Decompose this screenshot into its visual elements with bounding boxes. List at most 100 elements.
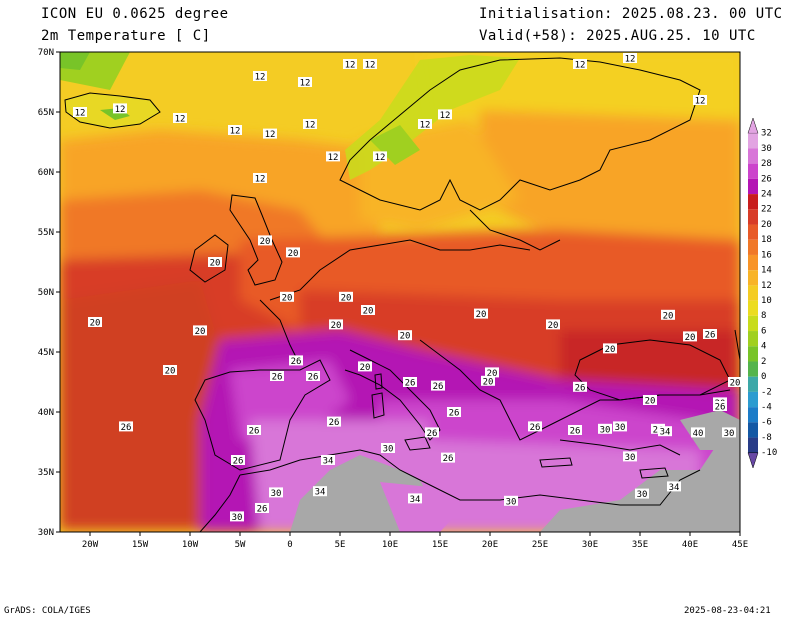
lat-tick-label: 30N xyxy=(38,528,54,538)
contour-label: 20 xyxy=(661,309,675,321)
svg-text:20: 20 xyxy=(645,397,656,407)
lon-tick-label: 15E xyxy=(432,540,448,550)
svg-text:12: 12 xyxy=(265,130,276,140)
svg-text:12: 12 xyxy=(305,121,316,131)
contour-label: 12 xyxy=(418,119,432,131)
contour-label: 12 xyxy=(263,128,277,140)
contour-label: 34 xyxy=(313,486,327,498)
contour-label: 20 xyxy=(361,305,375,317)
svg-text:26: 26 xyxy=(405,379,416,389)
contour-label: 26 xyxy=(568,425,582,437)
contour-label: 12 xyxy=(173,113,187,125)
colorbar-swatch xyxy=(748,437,758,453)
contour-label: 26 xyxy=(713,401,727,413)
colorbar-label: 10 xyxy=(761,296,772,306)
contour-label: 20 xyxy=(481,375,495,387)
lon-tick-label: 0 xyxy=(287,540,292,550)
colorbar-swatch xyxy=(748,391,758,408)
colorbar-label: 6 xyxy=(761,326,766,336)
contour-label: 20 xyxy=(683,331,697,343)
contour-label: 30 xyxy=(722,427,736,439)
svg-text:20: 20 xyxy=(341,293,352,303)
contour-label: 12 xyxy=(373,151,387,163)
valid-time: Valid(+58): 2025.AUG.25. 10 UTC xyxy=(479,28,756,44)
contour-label: 26 xyxy=(327,416,341,428)
svg-text:26: 26 xyxy=(308,373,319,383)
colorbar-label: 12 xyxy=(761,281,772,291)
contour-label: 30 xyxy=(598,423,612,435)
contour-label: 20 xyxy=(163,365,177,377)
lon-tick-label: 40E xyxy=(682,540,698,550)
svg-text:40: 40 xyxy=(693,429,704,439)
contour-label: 26 xyxy=(255,503,269,515)
lon-tick-label: 10W xyxy=(182,540,199,550)
svg-text:12: 12 xyxy=(255,73,266,83)
lon-tick-label: 5E xyxy=(335,540,346,550)
contour-label: 40 xyxy=(691,427,705,439)
contour-label: 26 xyxy=(270,371,284,383)
svg-text:12: 12 xyxy=(328,153,339,163)
colorbar-swatch xyxy=(748,285,758,301)
svg-text:12: 12 xyxy=(345,61,356,71)
colorbar-label: 20 xyxy=(761,220,772,230)
contour-label: 26 xyxy=(247,425,261,437)
svg-text:26: 26 xyxy=(530,423,541,433)
colorbar-label: 26 xyxy=(761,174,772,184)
contour-label: 20 xyxy=(286,247,300,259)
contour-label: 30 xyxy=(504,495,518,507)
contour-label: 34 xyxy=(658,426,672,438)
contour-label: 20 xyxy=(728,377,742,389)
colorbar-label: -4 xyxy=(761,403,772,413)
contour-label: 12 xyxy=(298,77,312,89)
contour-label: 12 xyxy=(343,59,357,71)
svg-text:12: 12 xyxy=(115,105,126,115)
colorbar-swatch xyxy=(748,346,758,362)
svg-text:26: 26 xyxy=(121,423,132,433)
colorbar-swatch xyxy=(748,163,758,179)
contour-label: 20 xyxy=(208,257,222,269)
contour-label: 26 xyxy=(289,355,303,367)
svg-text:30: 30 xyxy=(506,497,517,507)
svg-text:20: 20 xyxy=(360,363,371,373)
contour-label: 30 xyxy=(635,488,649,500)
contour-label: 12 xyxy=(363,59,377,71)
svg-text:26: 26 xyxy=(449,409,460,419)
temperature-field xyxy=(60,52,740,532)
colorbar-label: 28 xyxy=(761,159,772,169)
colorbar-swatch xyxy=(748,224,758,240)
svg-text:20: 20 xyxy=(331,321,342,331)
colorbar-swatch xyxy=(748,254,758,271)
svg-text:12: 12 xyxy=(300,79,311,89)
init-time: Initialisation: 2025.08.23. 00 UTC xyxy=(479,6,783,22)
svg-text:20: 20 xyxy=(487,369,498,379)
svg-text:30: 30 xyxy=(271,489,282,499)
contour-label: 20 xyxy=(603,343,617,355)
svg-text:20: 20 xyxy=(400,332,411,342)
svg-text:26: 26 xyxy=(249,427,260,437)
lon-tick-label: 35E xyxy=(632,540,648,550)
colorbar-swatch xyxy=(748,133,758,149)
colorbar-swatch xyxy=(748,178,758,195)
contour-label: 20 xyxy=(258,235,272,247)
lat-tick-label: 70N xyxy=(38,48,54,58)
contour-label: 26 xyxy=(447,407,461,419)
svg-text:20: 20 xyxy=(282,293,293,303)
svg-text:20: 20 xyxy=(363,307,374,317)
colorbar-top-arrow xyxy=(747,117,759,134)
svg-text:20: 20 xyxy=(210,259,221,269)
svg-text:30: 30 xyxy=(724,429,735,439)
contour-label: 20 xyxy=(643,395,657,407)
contour-label: 26 xyxy=(231,455,245,467)
svg-text:30: 30 xyxy=(232,513,243,523)
model-title: ICON EU 0.0625 degree xyxy=(41,6,229,22)
contour-label: 30 xyxy=(230,511,244,523)
svg-text:20: 20 xyxy=(605,345,616,355)
contour-label: 12 xyxy=(303,119,317,131)
colorbar-label: -10 xyxy=(761,448,777,458)
svg-text:30: 30 xyxy=(637,490,648,500)
colorbar-label: 18 xyxy=(761,235,772,245)
colorbar-label: 22 xyxy=(761,205,772,215)
svg-text:12: 12 xyxy=(440,111,451,121)
colorbar-swatch xyxy=(748,407,758,423)
